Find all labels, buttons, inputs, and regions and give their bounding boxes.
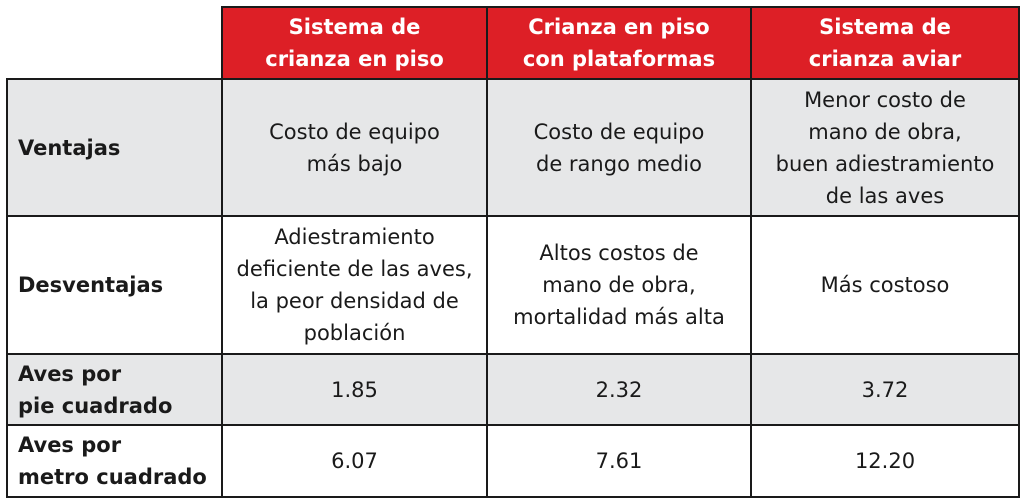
header-text: crianza en piso <box>265 47 444 71</box>
row-aves-por-metro-cuadrado: Aves por metro cuadrado 6.07 7.61 12.20 <box>6 424 1020 498</box>
cell-ventajas-platforms: Costo de equipo de rango medio <box>486 78 752 217</box>
cell-text: población <box>303 321 406 345</box>
header-text: con plataformas <box>522 47 716 71</box>
cell-aves-pie-platforms: 2.32 <box>486 353 752 426</box>
cell-text: Adiestramiento <box>274 225 435 249</box>
header-floor-with-platforms: Crianza en piso con plataformas <box>486 6 752 80</box>
cell-text: más bajo <box>306 151 403 176</box>
row-label-desventajas: Desventajas <box>6 215 223 355</box>
cell-text: mortalidad más alta <box>513 305 725 329</box>
cell-aves-metro-aviary: 12.20 <box>750 424 1020 498</box>
cell-text: mano de obra, <box>542 273 696 297</box>
cell-text: Altos costos de <box>539 241 699 265</box>
header-text: Crianza en piso <box>528 15 710 39</box>
cell-text: de rango medio <box>536 151 702 176</box>
row-aves-por-pie-cuadrado: Aves por pie cuadrado 1.85 2.32 3.72 <box>6 353 1020 426</box>
cell-text: Menor costo de <box>804 87 966 112</box>
cell-ventajas-floor: Costo de equipo más bajo <box>221 78 488 217</box>
header-floor-system: Sistema de crianza en piso <box>221 6 488 80</box>
row-label-text: Aves por <box>18 433 122 457</box>
cell-aves-pie-floor: 1.85 <box>221 353 488 426</box>
row-desventajas: Desventajas Adiestramiento deficiente de… <box>6 215 1020 355</box>
cell-aves-metro-floor: 6.07 <box>221 424 488 498</box>
row-label-text: metro cuadrado <box>18 465 207 489</box>
cell-text: buen adiestramiento <box>775 151 995 176</box>
cell-desventajas-platforms: Altos costos de mano de obra, mortalidad… <box>486 215 752 355</box>
row-label-text: Aves por <box>18 361 122 386</box>
cell-desventajas-floor: Adiestramiento deficiente de las aves, l… <box>221 215 488 355</box>
header-text: Sistema de <box>288 15 421 39</box>
row-label-text: pie cuadrado <box>18 393 173 418</box>
cell-text: de las aves <box>825 183 945 208</box>
cell-aves-metro-platforms: 7.61 <box>486 424 752 498</box>
row-ventajas: Ventajas Costo de equipo más bajo Costo … <box>6 78 1020 217</box>
empty-corner-cell <box>7 7 222 79</box>
cell-desventajas-aviary: Más costoso <box>750 215 1020 355</box>
row-label-aves-metro: Aves por metro cuadrado <box>6 424 223 498</box>
header-text: crianza aviar <box>808 47 962 71</box>
header-text: Sistema de <box>819 15 951 39</box>
row-label-aves-pie: Aves por pie cuadrado <box>6 353 223 426</box>
cell-text: Más costoso <box>820 273 950 297</box>
cell-text: Costo de equipo <box>269 119 440 144</box>
cell-aves-pie-aviary: 3.72 <box>750 353 1020 426</box>
cell-text: mano de obra, <box>808 119 962 144</box>
cell-text: la peor densidad de <box>250 289 459 313</box>
header-aviary-system: Sistema de crianza aviar <box>750 6 1020 80</box>
header-row: Sistema de crianza en piso Crianza en pi… <box>7 6 1020 80</box>
row-label-ventajas: Ventajas <box>6 78 223 217</box>
poultry-housing-comparison-table: Sistema de crianza en piso Crianza en pi… <box>6 6 1020 498</box>
cell-text: deficiente de las aves, <box>236 257 473 281</box>
cell-ventajas-aviary: Menor costo de mano de obra, buen adiest… <box>750 78 1020 217</box>
cell-text: Costo de equipo <box>533 119 705 144</box>
